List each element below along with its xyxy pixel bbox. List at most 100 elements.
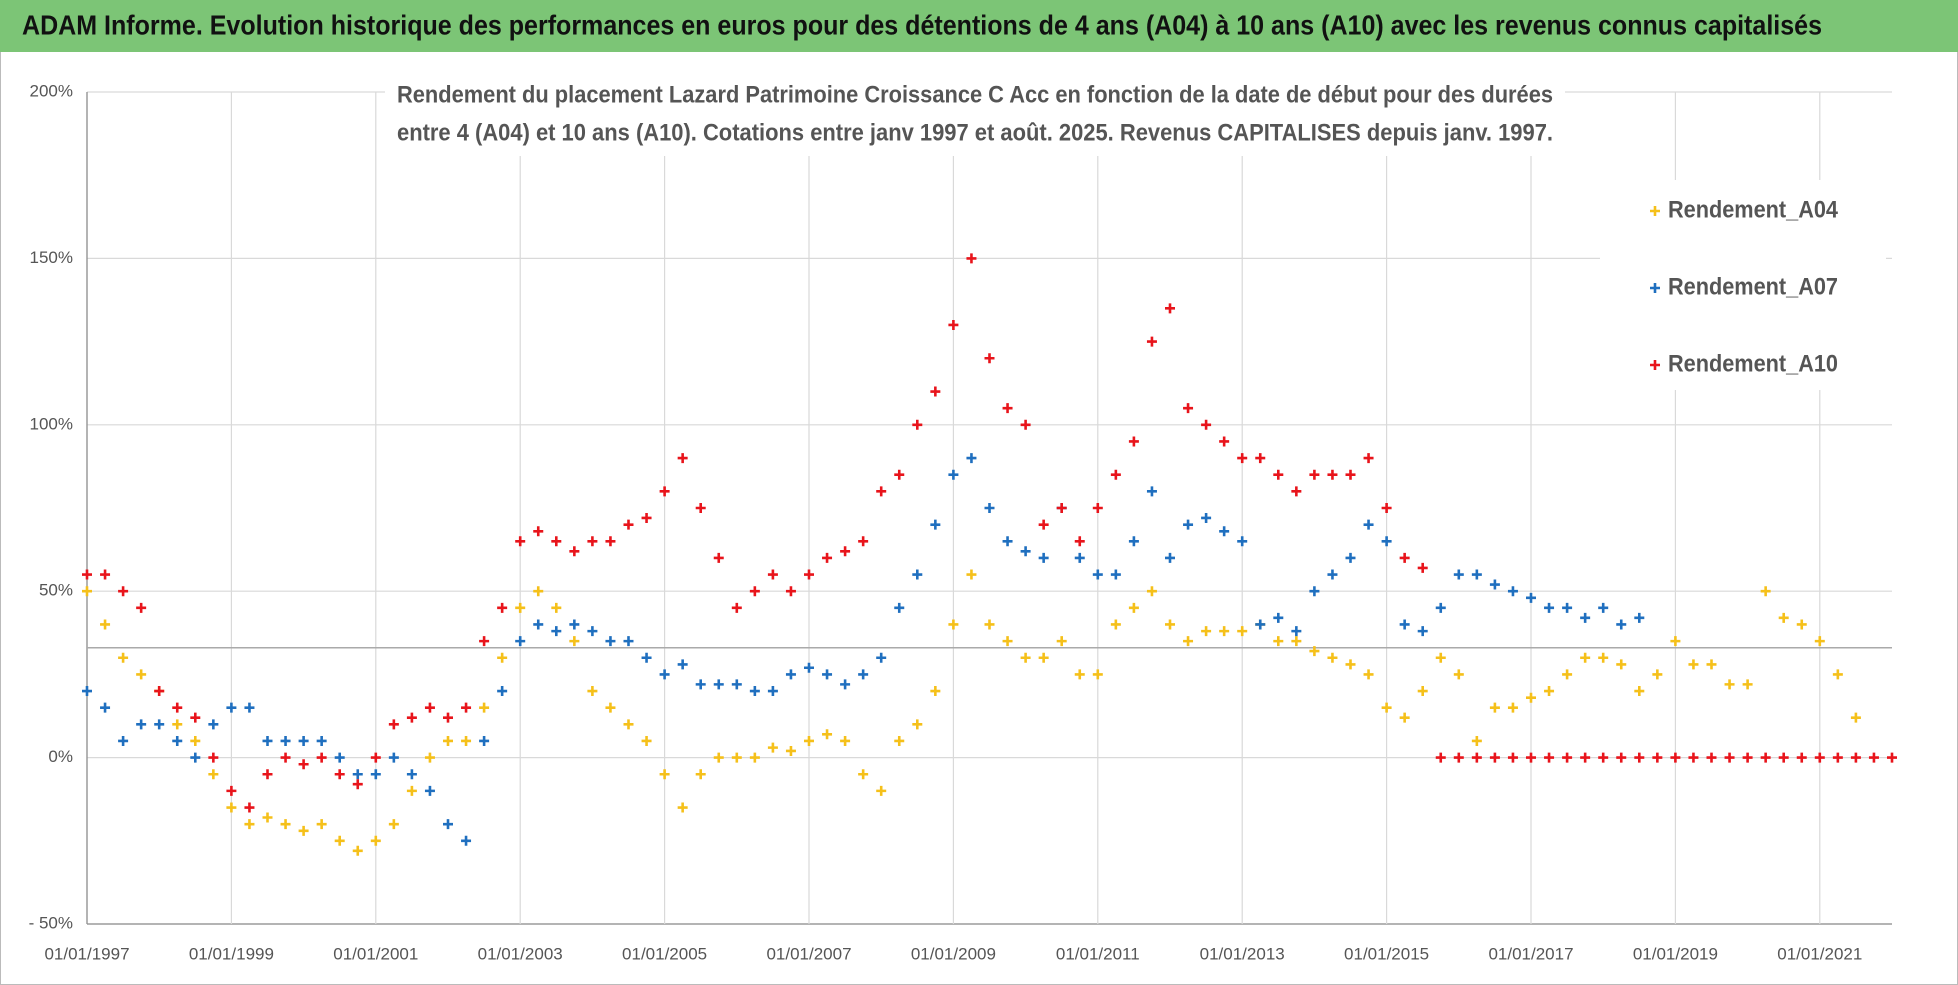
data-point xyxy=(1760,586,1771,597)
data-point xyxy=(677,802,688,813)
data-point xyxy=(1562,669,1573,680)
data-point xyxy=(767,742,778,753)
x-tick-label: 01/01/2005 xyxy=(622,944,707,963)
data-point xyxy=(984,353,995,364)
data-point xyxy=(190,735,201,746)
data-point xyxy=(551,536,562,547)
data-point xyxy=(334,835,345,846)
legend-marker xyxy=(1650,206,1660,216)
data-point xyxy=(623,519,634,530)
data-point xyxy=(822,669,833,680)
data-point xyxy=(858,769,869,780)
data-point xyxy=(659,486,670,497)
data-point xyxy=(731,752,742,763)
data-point xyxy=(1201,512,1212,523)
data-point xyxy=(1399,552,1410,563)
data-point xyxy=(1345,659,1356,670)
data-point xyxy=(1417,626,1428,637)
data-point xyxy=(1471,735,1482,746)
data-point xyxy=(569,636,580,647)
data-point xyxy=(1688,752,1699,763)
data-point xyxy=(1616,619,1627,630)
data-point xyxy=(695,769,706,780)
data-point xyxy=(1309,586,1320,597)
data-point xyxy=(912,719,923,730)
data-point xyxy=(1201,626,1212,637)
data-point xyxy=(100,702,111,713)
data-point xyxy=(1399,712,1410,723)
data-point xyxy=(1489,702,1500,713)
data-point xyxy=(136,602,147,613)
x-tick-label: 01/01/2019 xyxy=(1633,944,1718,963)
data-point xyxy=(749,686,760,697)
data-point xyxy=(352,779,363,790)
data-point xyxy=(352,769,363,780)
data-point xyxy=(1453,669,1464,680)
data-point xyxy=(244,702,255,713)
data-point xyxy=(262,769,273,780)
data-point xyxy=(533,586,544,597)
data-point xyxy=(406,769,417,780)
data-point xyxy=(190,752,201,763)
data-point xyxy=(1237,453,1248,464)
data-point xyxy=(497,652,508,663)
x-tick-label: 01/01/2017 xyxy=(1488,944,1573,963)
data-point xyxy=(695,679,706,690)
data-point xyxy=(443,819,453,830)
data-point xyxy=(136,669,147,680)
data-point xyxy=(966,253,977,264)
data-point xyxy=(894,469,905,480)
data-point xyxy=(1724,679,1735,690)
data-point xyxy=(1507,586,1518,597)
data-point xyxy=(605,536,616,547)
data-point xyxy=(298,825,309,836)
data-point xyxy=(1634,612,1645,623)
data-point xyxy=(82,586,92,597)
data-point xyxy=(1760,752,1771,763)
data-point xyxy=(1381,536,1392,547)
data-point xyxy=(515,602,526,613)
data-point xyxy=(226,802,237,813)
data-point xyxy=(1255,619,1266,630)
data-point xyxy=(551,602,562,613)
data-point xyxy=(1038,519,1049,530)
data-point xyxy=(1778,612,1789,623)
data-point xyxy=(1526,592,1536,603)
data-point xyxy=(1038,652,1049,663)
data-point xyxy=(280,752,291,763)
data-point xyxy=(587,626,598,637)
data-point xyxy=(262,812,273,823)
data-point xyxy=(1598,752,1609,763)
data-point xyxy=(100,619,111,630)
data-point xyxy=(677,453,688,464)
data-point xyxy=(1580,612,1591,623)
data-point xyxy=(515,536,526,547)
data-point xyxy=(424,785,435,796)
data-point xyxy=(1002,636,1013,647)
data-point xyxy=(569,546,580,557)
data-point xyxy=(1435,752,1446,763)
data-point xyxy=(226,785,237,796)
data-point xyxy=(1544,686,1555,697)
data-point xyxy=(1128,536,1139,547)
data-point xyxy=(1201,419,1212,430)
data-point xyxy=(154,686,165,697)
legend-background xyxy=(1600,180,1886,390)
data-point xyxy=(1092,503,1103,513)
data-point xyxy=(1002,536,1013,547)
data-point xyxy=(822,552,833,563)
data-point xyxy=(551,626,562,637)
data-point xyxy=(208,769,219,780)
data-point xyxy=(1110,469,1121,480)
data-point xyxy=(1146,586,1157,597)
data-point xyxy=(1417,562,1428,573)
x-tick-label: 01/01/2011 xyxy=(1056,944,1140,963)
data-point xyxy=(298,759,309,770)
data-point xyxy=(948,619,959,630)
data-point xyxy=(1020,546,1031,557)
data-point xyxy=(984,503,995,513)
data-point xyxy=(858,669,869,680)
data-point xyxy=(1074,669,1085,680)
data-point xyxy=(1778,752,1789,763)
data-point xyxy=(461,835,472,846)
